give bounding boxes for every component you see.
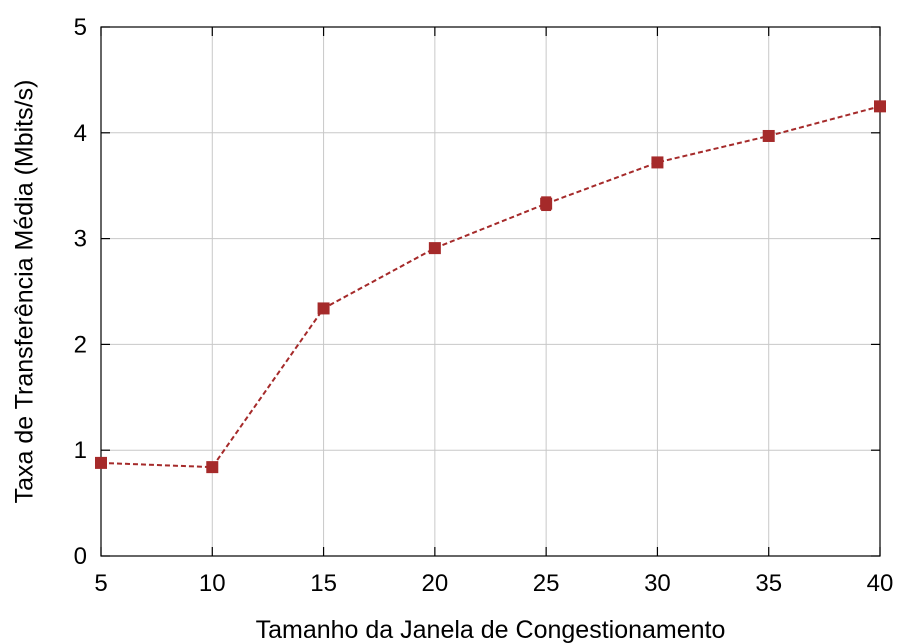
x-tick-label: 35: [755, 570, 782, 597]
x-tick-label: 5: [94, 570, 107, 597]
data-point-marker: [874, 100, 886, 113]
tick-labels: 5 10 15 20 25 30 35 40 0 1 2 3 4 5: [74, 14, 894, 597]
grid-lines: [101, 27, 880, 556]
data-point-marker: [317, 302, 330, 315]
y-tick-label: 0: [74, 543, 87, 570]
x-axis-label: Tamanho da Janela de Congestionamento: [256, 616, 726, 644]
data-point-marker: [651, 156, 664, 169]
x-tick-label: 30: [644, 570, 671, 597]
x-tick-label: 40: [867, 570, 894, 597]
y-tick-label: 3: [74, 226, 87, 253]
plot-frame: [100, 26, 881, 557]
data-point-marker: [428, 242, 441, 255]
data-series: [95, 100, 886, 474]
data-point-marker: [206, 461, 219, 474]
x-tick-label: 25: [533, 570, 560, 597]
data-point-marker: [540, 197, 553, 210]
x-tick-label: 20: [422, 570, 449, 597]
axis-ticks: [100, 26, 881, 557]
data-point-marker: [762, 129, 775, 142]
x-tick-label: 15: [310, 570, 337, 597]
series-line: [100, 105, 881, 469]
y-tick-label: 2: [74, 331, 87, 358]
y-tick-label: 5: [74, 14, 87, 41]
y-tick-label: 1: [74, 437, 87, 464]
y-tick-label: 4: [74, 120, 87, 147]
x-tick-label: 10: [199, 570, 226, 597]
data-point-marker: [95, 456, 107, 469]
y-axis-label: Taxa de Transferência Média (Mbits/s): [11, 80, 39, 504]
